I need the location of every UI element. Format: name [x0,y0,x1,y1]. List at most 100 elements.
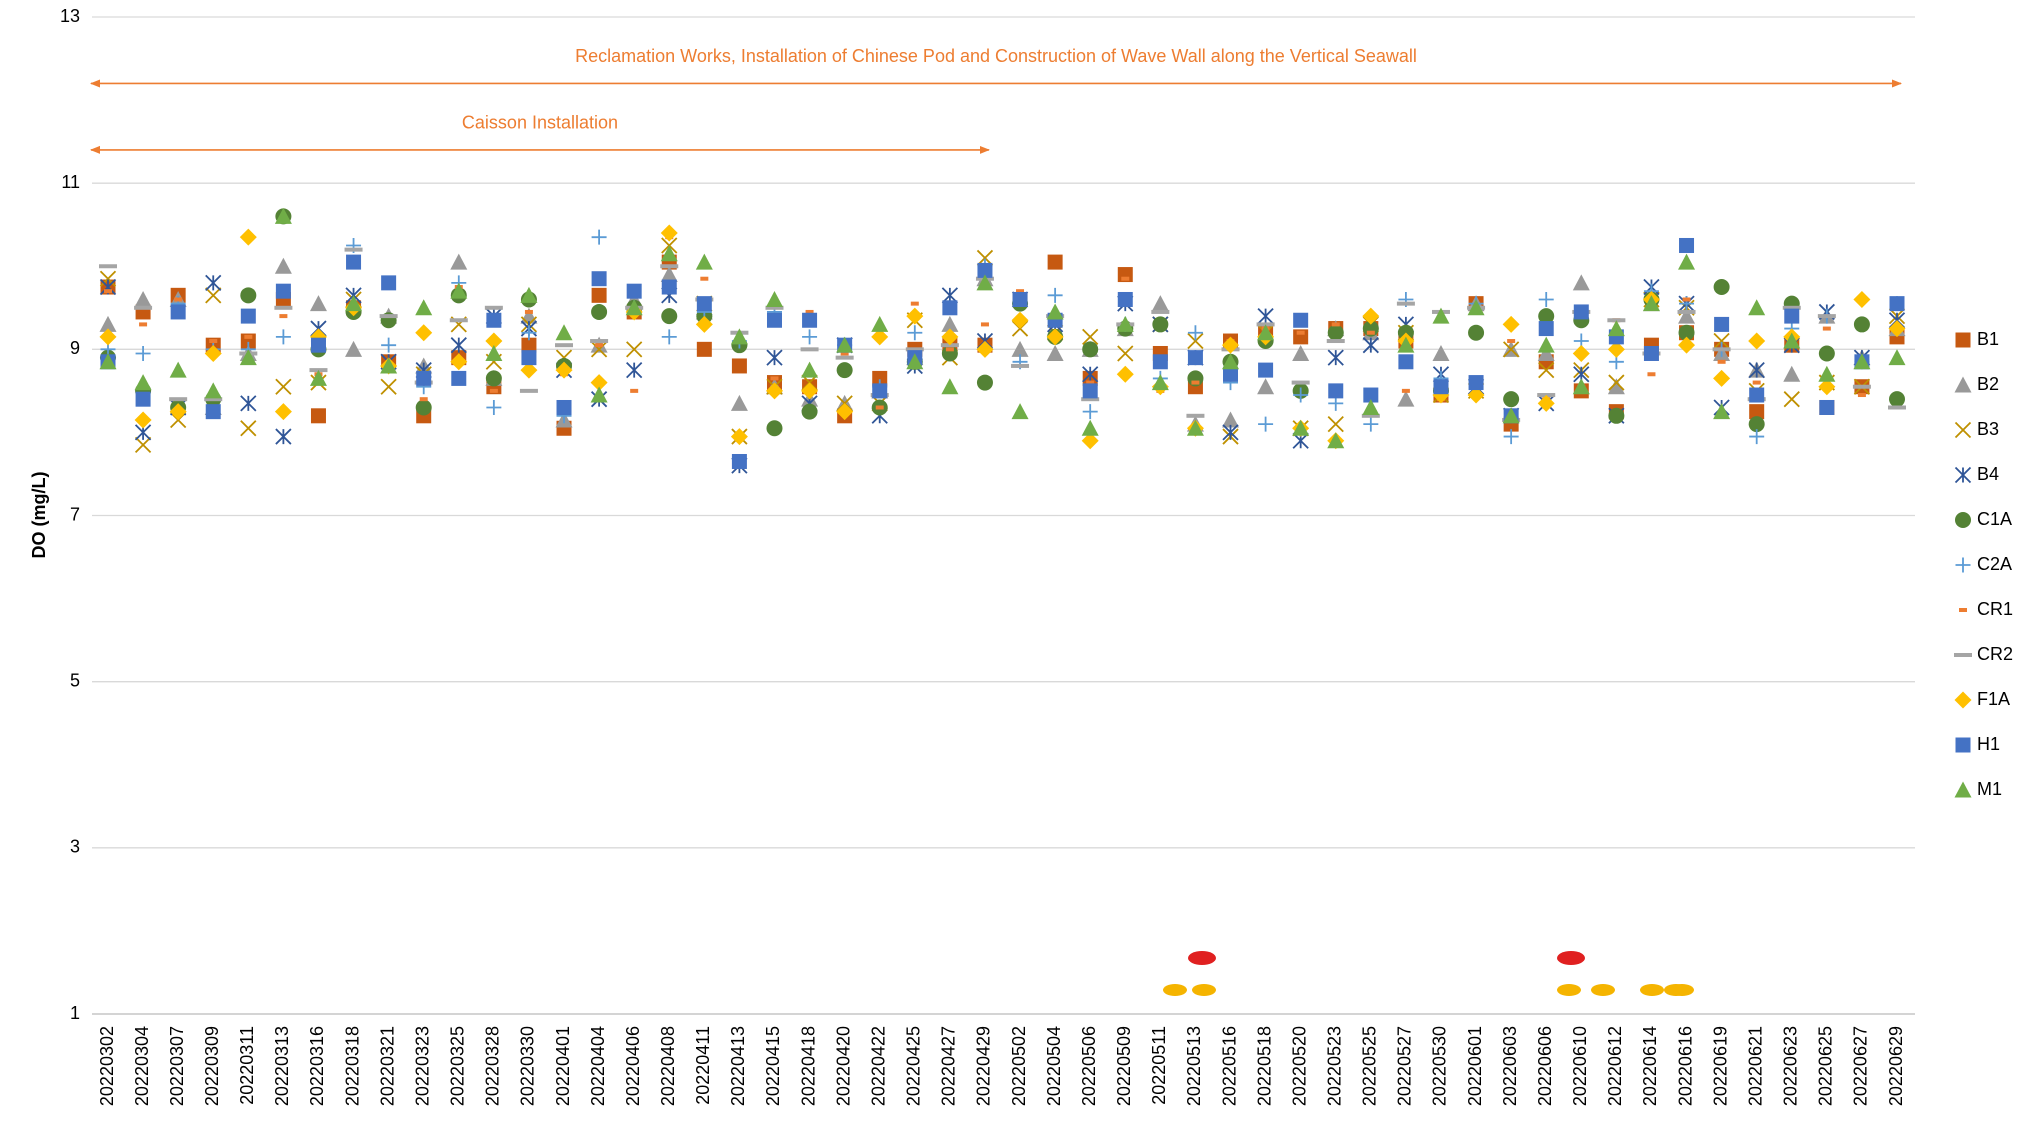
data-point [1748,299,1766,316]
data-point [1607,320,1625,337]
data-point [1432,307,1450,324]
data-point [1397,390,1415,407]
x-tick-label: 20220530 [1430,1026,1450,1106]
data-point [309,369,327,386]
data-point [1258,362,1274,378]
data-point [660,245,678,262]
x-tick-label: 20220415 [763,1026,783,1106]
data-point [279,314,288,319]
data-point [1503,341,1520,358]
data-point [415,299,433,316]
data-point [941,315,959,332]
y-tick-label: 3 [70,837,80,857]
data-point [1327,324,1344,341]
x-tick-label: 20220504 [1044,1026,1064,1106]
data-point [906,353,924,370]
data-point [310,337,326,353]
data-point [977,262,993,278]
x-tick-label: 20220616 [1675,1026,1695,1106]
data-point [99,353,117,370]
legend-label: C2A [1977,554,2012,574]
data-point [1293,312,1309,328]
data-point [1363,416,1379,432]
legend-marker [1954,653,1972,657]
data-point [630,388,639,393]
legend-label: M1 [1977,779,2002,799]
legend-marker [1955,737,1971,753]
data-point [906,307,924,325]
data-point [1117,345,1134,362]
data-point [801,361,819,378]
data-point [805,309,814,314]
data-point [695,315,713,333]
data-point [489,388,498,393]
data-point [1366,330,1375,335]
data-point [451,370,467,386]
data-point [1857,393,1866,398]
data-point [1328,383,1344,399]
x-tick-label: 20220606 [1535,1026,1555,1106]
legend-marker [1955,332,1971,348]
data-point [801,403,818,420]
x-tick-label: 20220629 [1886,1026,1906,1106]
data-point [1292,419,1310,436]
data-point [1572,378,1590,395]
x-tick-label: 20220418 [798,1026,818,1106]
data-point [1749,387,1765,403]
x-tick-label: 20220425 [904,1026,924,1106]
data-point [1817,314,1836,319]
y-axis-label: DO (mg/L) [29,472,49,559]
data-point [169,397,188,402]
data-point [1327,349,1344,366]
data-point [800,347,819,352]
data-point [626,361,643,379]
data-point [590,339,609,344]
data-point [1537,344,1555,361]
x-tick-label: 20220603 [1500,1026,1520,1106]
data-point [274,257,292,274]
data-point [1151,374,1169,391]
x-tick-label: 20220404 [588,1026,608,1106]
data-point [840,351,849,356]
x-tick-label: 20220619 [1710,1026,1730,1106]
data-point [1572,344,1590,362]
x-tick-label: 20220318 [342,1026,362,1106]
x-tick-label: 20220627 [1851,1026,1871,1106]
data-point [309,295,327,312]
data-point [380,357,398,374]
data-point [240,308,256,324]
data-point [486,312,502,328]
data-point [275,283,291,299]
data-point [1467,299,1485,316]
data-point [802,312,818,328]
data-point [1783,365,1801,382]
data-point [449,318,468,323]
data-point [731,358,747,374]
data-point [240,395,257,412]
legend-marker [1954,781,1972,798]
data-point [345,340,363,357]
data-point [1678,253,1696,270]
data-point [450,253,468,270]
data-point [1121,276,1130,281]
data-point [174,297,183,302]
data-point [1853,290,1871,308]
y-tick-label: 5 [70,670,80,690]
x-tick-label: 20220302 [97,1026,117,1106]
data-point [660,264,679,269]
data-point [380,378,397,395]
data-point [1538,308,1555,325]
data-point [1257,378,1275,395]
legend-label: B3 [1977,419,1999,439]
data-point [1047,287,1063,303]
data-point [381,337,397,353]
data-point [1291,380,1310,385]
data-point [520,286,538,303]
data-point [204,397,223,402]
data-point [1783,332,1801,349]
data-point [204,382,222,399]
x-tick-label: 20220313 [272,1026,292,1106]
data-point [244,334,253,339]
data-point [661,329,677,345]
data-point [1047,254,1063,270]
